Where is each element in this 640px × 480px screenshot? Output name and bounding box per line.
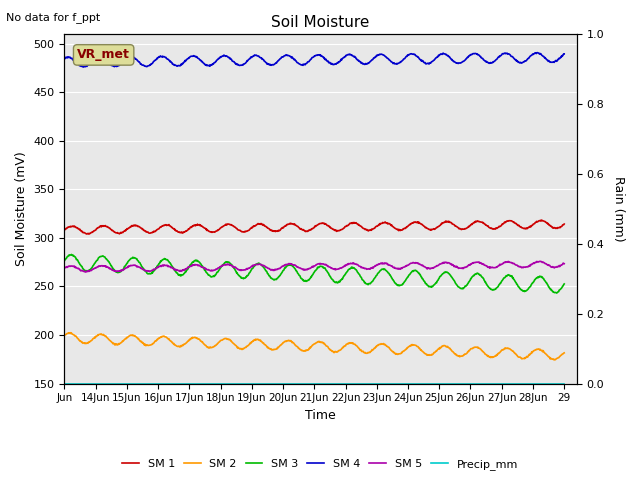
SM 2 [451,351,458,357]
SM 4 [460,59,467,64]
SM 4 [533,50,541,56]
Line: SM 1: SM 1 [65,220,564,234]
SM 2 [281,338,289,344]
SM 2 [404,344,412,350]
SM 4 [79,64,87,70]
SM 3 [61,258,68,264]
SM 3 [460,285,467,291]
SM 4 [263,61,271,67]
SM 4 [281,53,289,59]
SM 2 [67,330,74,336]
SM 3 [263,269,271,275]
Text: No data for f_ppt: No data for f_ppt [6,12,100,23]
SM 5 [404,262,412,268]
SM 4 [404,52,412,58]
SM 5 [460,265,467,271]
Y-axis label: Soil Moisture (mV): Soil Moisture (mV) [15,151,28,266]
Precip_mm [460,381,467,386]
Precip_mm [404,381,412,386]
Line: SM 2: SM 2 [65,333,564,360]
SM 1 [460,226,467,232]
SM 1 [561,221,568,227]
SM 1 [404,223,412,229]
SM 5 [81,269,89,275]
SM 5 [281,262,289,268]
SM 4 [561,51,568,57]
SM 1 [451,222,458,228]
Text: VR_met: VR_met [77,48,130,61]
Precip_mm [111,381,119,386]
SM 2 [263,344,271,350]
SM 5 [112,268,120,274]
SM 5 [61,265,68,271]
Precip_mm [281,381,289,386]
Legend: SM 1, SM 2, SM 3, SM 4, SM 5, Precip_mm: SM 1, SM 2, SM 3, SM 4, SM 5, Precip_mm [118,455,522,474]
SM 5 [451,263,458,269]
SM 3 [451,278,458,284]
SM 1 [61,227,68,233]
Line: SM 4: SM 4 [65,53,564,67]
SM 3 [68,252,76,257]
SM 5 [536,258,544,264]
SM 2 [460,352,467,358]
SM 2 [61,332,68,338]
Precip_mm [262,381,270,386]
SM 5 [561,261,568,266]
SM 2 [561,350,568,356]
SM 3 [404,274,412,280]
SM 5 [263,264,271,270]
SM 4 [451,59,458,65]
Y-axis label: Rain (mm): Rain (mm) [612,176,625,241]
SM 3 [281,265,289,271]
SM 3 [561,281,568,287]
SM 3 [553,290,561,296]
SM 1 [538,217,545,223]
SM 1 [263,224,271,230]
SM 1 [281,223,289,229]
Line: SM 3: SM 3 [65,254,564,293]
SM 4 [61,56,68,62]
SM 2 [112,342,120,348]
SM 1 [85,231,93,237]
Precip_mm [451,381,458,386]
Line: SM 5: SM 5 [65,261,564,272]
X-axis label: Time: Time [305,409,336,422]
SM 4 [112,63,120,69]
Precip_mm [561,381,568,386]
Precip_mm [61,381,68,386]
SM 1 [112,230,120,236]
SM 3 [112,268,120,274]
Title: Soil Moisture: Soil Moisture [271,15,370,30]
SM 2 [551,357,559,363]
